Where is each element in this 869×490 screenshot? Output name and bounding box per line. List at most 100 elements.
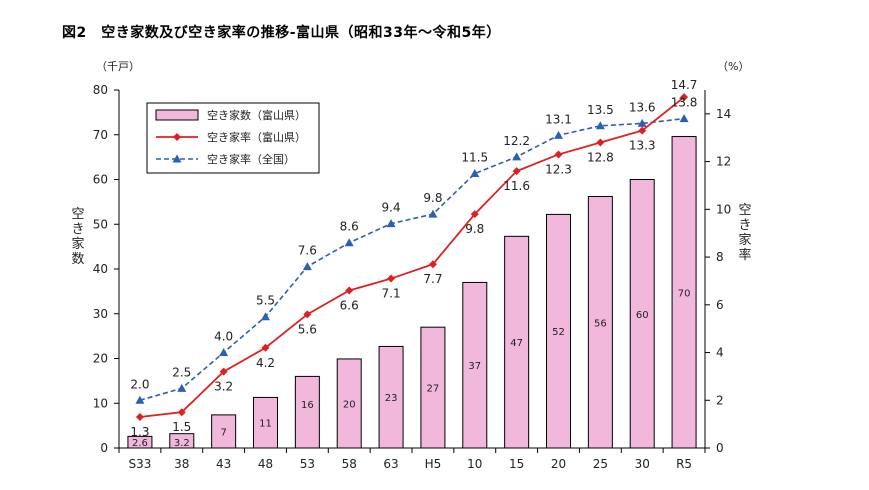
right-tick-label: 10 [716,202,731,216]
x-tick-label-20: 20 [551,457,566,471]
point-toyama-30 [638,126,647,135]
left-axis-unit: （千戸） [96,60,140,73]
bar-43 [211,414,237,449]
label-national-30: 13.6 [629,100,656,114]
left-tick-label: 60 [93,173,108,187]
label-national-43: 4.0 [214,330,233,344]
point-toyama-H5 [428,260,437,269]
point-toyama-20 [554,150,563,159]
point-national-15 [512,152,522,161]
left-tick-label: 0 [100,441,108,455]
bar-label-10: 37 [468,361,481,372]
legend-label-national: 空き家率（全国） [207,152,295,166]
x-tick-label-58: 58 [342,457,357,471]
label-national-R5: 13.8 [671,96,698,110]
label-toyama-20: 12.3 [545,162,572,176]
chart-title: 図2 空き家数及び空き家率の推移-富山県（昭和33年～令和5年） [62,25,501,41]
point-toyama-10 [470,210,479,219]
bar-48 [253,396,278,449]
x-tick-label-S33: S33 [128,457,151,471]
left-tick-label: 30 [93,307,108,321]
label-toyama-S33: 1.3 [130,425,149,439]
line-national [139,117,685,402]
bar-label-58: 20 [343,399,356,410]
point-national-38 [177,383,187,392]
bar-label-38: 3.2 [174,438,190,449]
left-tick-label: 70 [93,128,108,142]
right-tick-label: 14 [716,107,731,121]
point-national-63 [386,219,396,228]
left-axis-title-char: き [71,222,84,237]
x-tick-label-30: 30 [635,457,650,471]
right-axis-unit: （%） [717,60,749,73]
bar-series [127,136,697,449]
left-axis-title-char: 数 [71,252,84,267]
label-national-H5: 9.8 [423,191,442,205]
label-national-15: 12.2 [503,134,530,148]
point-national-43 [219,348,229,357]
bar-label-15: 47 [510,338,523,349]
label-toyama-53: 5.6 [298,322,317,336]
point-national-H5 [428,209,438,218]
x-tick-label-48: 48 [258,457,273,471]
left-tick-label: 80 [93,83,108,97]
legend-swatch-toyama-marker [173,133,181,141]
bar-label-25: 56 [594,318,607,329]
x-tick-label-38: 38 [174,457,189,471]
legend-swatch-national-marker [172,154,182,163]
x-tick-label-43: 43 [216,457,231,471]
label-national-25: 13.5 [587,103,614,117]
left-axis-title-char: 空 [71,207,84,222]
point-toyama-25 [596,138,605,147]
axes: 0 10 20 30 40 50 60 70 80 0 2 4 6 8 10 12 14 S33 38 43 48 53 5… [71,60,751,471]
point-toyama-S33 [135,412,144,421]
bar-10 [462,281,488,449]
left-axis-title: 空き家数 [71,207,84,267]
point-national-48 [261,312,270,321]
point-toyama-43 [219,367,228,376]
bar-R5 [671,136,697,449]
label-toyama-30: 13.3 [629,139,656,153]
label-toyama-58: 6.6 [340,298,359,312]
point-toyama-48 [261,343,270,352]
legend: 空き家数（富山県） 空き家率（富山県） 空き家率（全国） [146,102,320,174]
label-national-S33: 2.0 [130,377,149,391]
data-labels: 2.6 3.2 7 11 16 20 23 27 37 47 52 56 60 70 2.0 2.5 4.0 5.… [130,78,697,449]
left-tick-label: 50 [93,217,108,231]
bar-58 [336,358,362,449]
label-toyama-15: 11.6 [503,179,530,193]
bar-53 [294,375,320,449]
right-tick-label: 6 [716,298,724,312]
point-national-R5 [679,114,689,123]
right-axis-title-char: 空 [738,203,751,218]
label-toyama-H5: 7.7 [423,272,442,286]
right-axis-title-char: 率 [738,247,751,263]
bar-label-30: 60 [636,310,649,321]
bar-label-R5: 70 [678,288,691,299]
point-national-30 [637,118,647,127]
bar-label-H5: 27 [427,384,440,395]
label-toyama-38: 1.5 [172,420,191,434]
label-toyama-25: 12.8 [587,151,614,165]
right-axis-title: 空き家率 [738,203,751,263]
bar-30 [629,179,655,449]
label-national-48: 5.5 [256,294,275,308]
right-axis-title-char: き [738,218,751,233]
bar-63 [378,345,404,449]
point-national-58 [344,238,354,247]
label-toyama-63: 7.1 [382,287,401,301]
x-tick-label-53: 53 [300,457,315,471]
point-toyama-58 [345,286,354,295]
left-axis-title-char: 家 [71,236,84,252]
point-national-53 [302,262,312,271]
x-tick-label-H5: H5 [425,457,442,471]
right-tick-label: 12 [716,155,731,169]
label-national-20: 13.1 [545,112,572,126]
left-tick-label: 20 [93,352,108,366]
right-tick-label: 0 [716,441,724,455]
left-tick-label: 40 [93,262,108,276]
point-toyama-R5 [680,93,689,102]
label-national-53: 7.6 [298,244,317,258]
x-tick-label-R5: R5 [676,457,692,471]
right-tick-label: 4 [716,346,724,360]
